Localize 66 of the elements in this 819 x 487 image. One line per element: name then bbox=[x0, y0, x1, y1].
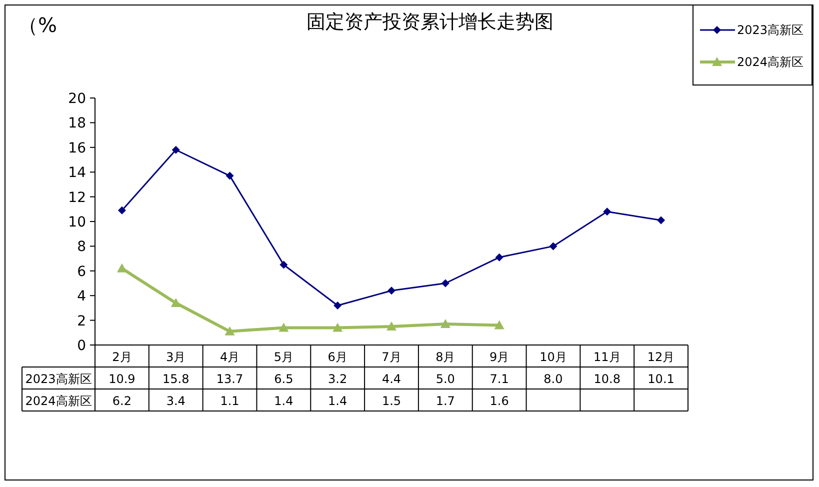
data-label: 1.5 bbox=[382, 394, 402, 408]
point bbox=[334, 301, 342, 310]
point bbox=[494, 320, 504, 330]
data-label: 13.7 bbox=[216, 372, 244, 386]
y-axis-title: （% bbox=[18, 13, 58, 37]
point bbox=[226, 172, 234, 180]
data-label: 3.4 bbox=[166, 394, 186, 408]
x-tick-label: 10月 bbox=[540, 350, 567, 364]
x-tick-label: 4月 bbox=[220, 350, 240, 364]
data-label: 8.0 bbox=[544, 372, 563, 386]
y-tick-label: 0 bbox=[77, 338, 86, 354]
data-label: 10.1 bbox=[648, 372, 674, 386]
data-label: 4.4 bbox=[382, 372, 402, 386]
y-tick-label: 20 bbox=[68, 91, 86, 107]
x-tick-label: 2月 bbox=[112, 350, 132, 364]
y-tick-label: 12 bbox=[68, 190, 86, 206]
y-tick-label: 16 bbox=[68, 140, 86, 156]
y-tick-label: 8 bbox=[77, 239, 86, 256]
data-label: 15.8 bbox=[162, 372, 190, 386]
point bbox=[278, 322, 289, 332]
x-tick-label: 6月 bbox=[328, 350, 348, 364]
point bbox=[495, 253, 504, 262]
y-tick-label: 14 bbox=[68, 165, 86, 182]
point bbox=[172, 146, 180, 154]
point bbox=[224, 326, 235, 336]
point bbox=[170, 298, 181, 308]
data-label: 7.1 bbox=[490, 372, 509, 386]
x-tick-label: 12月 bbox=[647, 350, 675, 364]
point bbox=[388, 286, 396, 295]
x-tick-label: 7月 bbox=[382, 350, 402, 364]
y-tick-label: 6 bbox=[77, 264, 86, 280]
y-tick-label: 18 bbox=[68, 116, 86, 132]
point bbox=[332, 322, 343, 332]
x-tick-label: 11月 bbox=[593, 350, 621, 364]
data-label: 1.7 bbox=[436, 394, 455, 408]
legend-label: 2024高新区 bbox=[737, 55, 804, 69]
x-tick-label: 5月 bbox=[274, 350, 294, 364]
data-label: 6.2 bbox=[112, 394, 132, 408]
point bbox=[603, 208, 612, 216]
data-label: 10.9 bbox=[108, 372, 136, 386]
x-tick-label: 3月 bbox=[166, 350, 186, 364]
text: 2024高新区 bbox=[25, 394, 92, 408]
point bbox=[440, 319, 450, 328]
chart-title: 固定资产投资累计增长走势图 bbox=[306, 11, 554, 33]
point bbox=[549, 242, 558, 250]
point bbox=[386, 321, 396, 330]
data-label: 3.2 bbox=[328, 372, 348, 386]
text: 2023高新区 bbox=[25, 372, 92, 386]
x-tick-label: 9月 bbox=[490, 350, 510, 364]
data-label: 6.5 bbox=[274, 372, 294, 386]
point bbox=[116, 263, 127, 272]
point bbox=[280, 260, 288, 269]
y-tick-label: 4 bbox=[77, 288, 86, 305]
y-tick-label: 10 bbox=[68, 214, 86, 230]
point bbox=[118, 206, 126, 214]
data-label: 5.0 bbox=[436, 372, 455, 386]
data-label: 1.1 bbox=[220, 394, 240, 408]
data-label: 10.8 bbox=[594, 372, 620, 386]
data-label: 1.6 bbox=[490, 394, 509, 408]
y-tick-label: 2 bbox=[77, 313, 86, 330]
legend-label: 2023高新区 bbox=[737, 23, 804, 37]
data-label: 1.4 bbox=[328, 394, 348, 408]
x-tick-label: 8月 bbox=[436, 350, 456, 364]
data-label: 1.4 bbox=[274, 394, 294, 408]
point bbox=[441, 279, 450, 288]
point bbox=[657, 216, 666, 224]
